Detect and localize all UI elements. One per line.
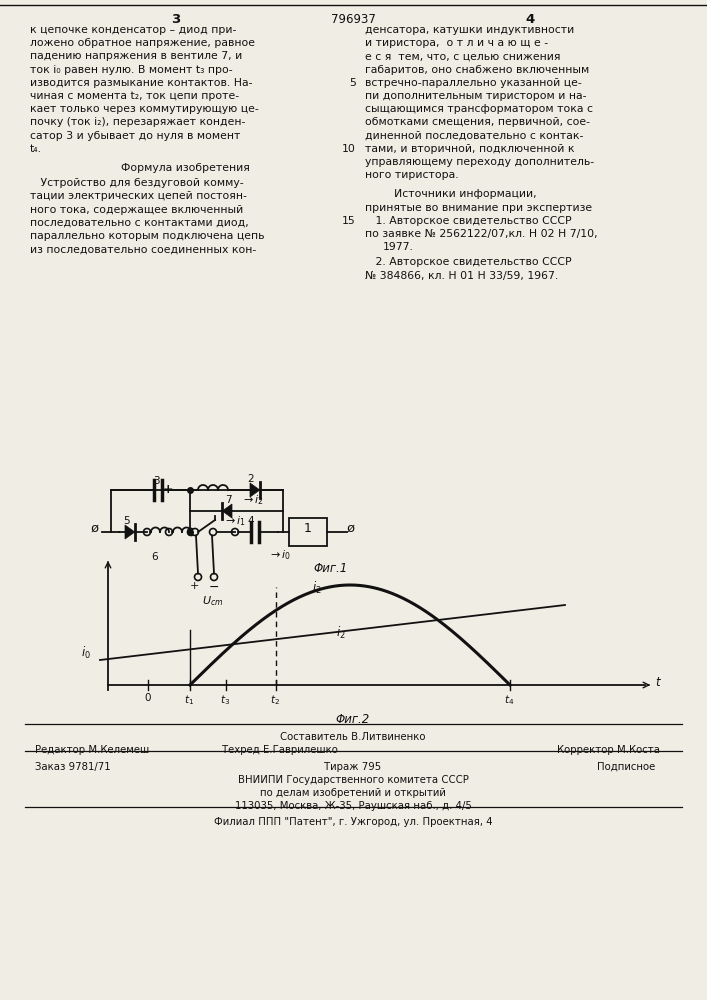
Text: № 384866, кл. Н 01 Н 33/59, 1967.: № 384866, кл. Н 01 Н 33/59, 1967. bbox=[365, 271, 559, 281]
Text: ВНИИПИ Государственного комитета СССР: ВНИИПИ Государственного комитета СССР bbox=[238, 775, 469, 785]
Text: тации электрических цепей постоян-: тации электрических цепей постоян- bbox=[30, 191, 247, 201]
Circle shape bbox=[231, 528, 238, 536]
Text: 796937: 796937 bbox=[331, 13, 375, 26]
Polygon shape bbox=[125, 525, 135, 539]
Text: 1977.: 1977. bbox=[383, 242, 414, 252]
Text: ного тока, содержащее включенный: ного тока, содержащее включенный bbox=[30, 205, 243, 215]
Text: последовательно с контактами диод,: последовательно с контактами диод, bbox=[30, 218, 249, 228]
Circle shape bbox=[211, 574, 218, 580]
Text: t: t bbox=[655, 676, 660, 688]
Text: диненной последовательно с контак-: диненной последовательно с контак- bbox=[365, 131, 583, 141]
Text: −: − bbox=[209, 581, 219, 594]
Text: $\rightarrow i_1$: $\rightarrow i_1$ bbox=[223, 514, 246, 528]
Text: 1: 1 bbox=[304, 522, 312, 536]
Text: габаритов, оно снабжено включенным: габаритов, оно снабжено включенным bbox=[365, 65, 589, 75]
Text: и тиристора,  о т л и ч а ю щ е -: и тиристора, о т л и ч а ю щ е - bbox=[365, 38, 548, 48]
Text: почку (ток i₂), перезаряжает конден-: почку (ток i₂), перезаряжает конден- bbox=[30, 117, 245, 127]
Text: $i_0$: $i_0$ bbox=[81, 645, 91, 661]
Text: 113035, Москва, Ж-35, Раушская наб., д. 4/5: 113035, Москва, Ж-35, Раушская наб., д. … bbox=[235, 801, 472, 811]
Text: Составитель В.Литвиненко: Составитель В.Литвиненко bbox=[280, 732, 426, 742]
Text: сыщающимся трансформатором тока с: сыщающимся трансформатором тока с bbox=[365, 104, 593, 114]
Text: падению напряжения в вентиле 7, и: падению напряжения в вентиле 7, и bbox=[30, 51, 243, 61]
Text: кает только через коммутирующую це-: кает только через коммутирующую це- bbox=[30, 104, 259, 114]
Text: встречно-параллельно указанной це-: встречно-параллельно указанной це- bbox=[365, 78, 582, 88]
Text: обмотками смещения, первичной, сое-: обмотками смещения, первичной, сое- bbox=[365, 117, 590, 127]
Text: $\rightarrow i_2$: $\rightarrow i_2$ bbox=[241, 493, 264, 507]
Circle shape bbox=[187, 528, 194, 536]
Text: тами, и вторичной, подключенной к: тами, и вторичной, подключенной к bbox=[365, 144, 575, 154]
Text: из последовательно соединенных кон-: из последовательно соединенных кон- bbox=[30, 244, 256, 254]
Bar bbox=[289, 518, 327, 546]
Text: Устройство для бездуговой комму-: Устройство для бездуговой комму- bbox=[30, 178, 244, 188]
Text: 10: 10 bbox=[342, 144, 356, 154]
Text: пи дополнительным тиристором и на-: пи дополнительным тиристором и на- bbox=[365, 91, 587, 101]
Text: Φиг.1: Φиг.1 bbox=[313, 562, 347, 575]
Text: 2: 2 bbox=[247, 474, 255, 484]
Text: Филиал ППП "Патент", г. Ужгород, ул. Проектная, 4: Филиал ППП "Патент", г. Ужгород, ул. Про… bbox=[214, 817, 492, 827]
Text: к цепочке конденсатор – диод при-: к цепочке конденсатор – диод при- bbox=[30, 25, 236, 35]
Text: −: − bbox=[144, 483, 155, 496]
Text: изводится размыкание контактов. На-: изводится размыкание контактов. На- bbox=[30, 78, 252, 88]
Text: ложено обратное напряжение, равное: ложено обратное напряжение, равное bbox=[30, 38, 255, 48]
Text: Подписное: Подписное bbox=[597, 762, 655, 772]
Text: управляющему переходу дополнитель-: управляющему переходу дополнитель- bbox=[365, 157, 594, 167]
Circle shape bbox=[165, 528, 173, 536]
Text: по заявке № 2562122/07,кл. Н 02 Н 7/10,: по заявке № 2562122/07,кл. Н 02 Н 7/10, bbox=[365, 229, 597, 239]
Text: Техред Е.Гаврилешко: Техред Е.Гаврилешко bbox=[222, 745, 338, 755]
Text: ø: ø bbox=[91, 522, 99, 534]
Text: $\rightarrow i_0$: $\rightarrow i_0$ bbox=[268, 548, 291, 562]
Text: чиная с момента t₂, ток цепи проте-: чиная с момента t₂, ток цепи проте- bbox=[30, 91, 239, 101]
Text: ток i₀ равен нулю. В момент t₃ про-: ток i₀ равен нулю. В момент t₃ про- bbox=[30, 65, 233, 75]
Text: 3: 3 bbox=[171, 13, 180, 26]
Circle shape bbox=[194, 574, 201, 580]
Text: ø: ø bbox=[347, 522, 355, 534]
Text: $i_2$: $i_2$ bbox=[336, 625, 346, 641]
Text: Редактор М.Келемеш: Редактор М.Келемеш bbox=[35, 745, 149, 755]
Circle shape bbox=[144, 528, 151, 536]
Text: $i_2$: $i_2$ bbox=[312, 580, 322, 596]
Text: 4: 4 bbox=[525, 13, 534, 26]
Text: 0: 0 bbox=[144, 693, 151, 703]
Circle shape bbox=[209, 528, 216, 536]
Text: $t_4$: $t_4$ bbox=[504, 693, 514, 707]
Text: Тираж 795: Тираж 795 bbox=[325, 762, 382, 772]
Text: 7: 7 bbox=[225, 495, 231, 505]
Text: $U_{cm}$: $U_{cm}$ bbox=[202, 594, 223, 608]
Text: е с я  тем, что, с целью снижения: е с я тем, что, с целью снижения bbox=[365, 51, 561, 61]
Polygon shape bbox=[222, 504, 232, 518]
Text: 6: 6 bbox=[151, 552, 158, 562]
Text: 15: 15 bbox=[342, 216, 356, 226]
Text: $t_1$: $t_1$ bbox=[184, 693, 194, 707]
Text: 2. Авторское свидетельство СССР: 2. Авторское свидетельство СССР bbox=[365, 257, 572, 267]
Polygon shape bbox=[250, 483, 259, 497]
Text: Φиг.2: Φиг.2 bbox=[336, 713, 370, 726]
Text: Корректор М.Коста: Корректор М.Коста bbox=[557, 745, 660, 755]
Text: сатор 3 и убывает до нуля в момент: сатор 3 и убывает до нуля в момент bbox=[30, 131, 240, 141]
Text: $t_3$: $t_3$ bbox=[220, 693, 230, 707]
Text: по делам изобретений и открытий: по делам изобретений и открытий bbox=[260, 788, 446, 798]
Text: 1. Авторское свидетельство СССР: 1. Авторское свидетельство СССР bbox=[365, 216, 572, 226]
Text: 3: 3 bbox=[153, 476, 160, 486]
Text: параллельно которым подключена цепь: параллельно которым подключена цепь bbox=[30, 231, 264, 241]
Text: +: + bbox=[189, 581, 199, 591]
Text: 5: 5 bbox=[349, 78, 356, 88]
Text: Источники информации,: Источники информации, bbox=[394, 189, 537, 199]
Text: ного тиристора.: ного тиристора. bbox=[365, 170, 459, 180]
Text: t₄.: t₄. bbox=[30, 144, 42, 154]
Text: денсатора, катушки индуктивности: денсатора, катушки индуктивности bbox=[365, 25, 574, 35]
Text: 4: 4 bbox=[247, 516, 254, 526]
Text: 5: 5 bbox=[123, 516, 129, 526]
Text: +: + bbox=[163, 483, 174, 496]
Text: $t_2$: $t_2$ bbox=[270, 693, 280, 707]
Text: Заказ 9781/71: Заказ 9781/71 bbox=[35, 762, 110, 772]
Circle shape bbox=[192, 528, 199, 536]
Text: принятые во внимание при экспертизе: принятые во внимание при экспертизе bbox=[365, 203, 592, 213]
Text: Формула изобретения: Формула изобретения bbox=[121, 163, 250, 173]
